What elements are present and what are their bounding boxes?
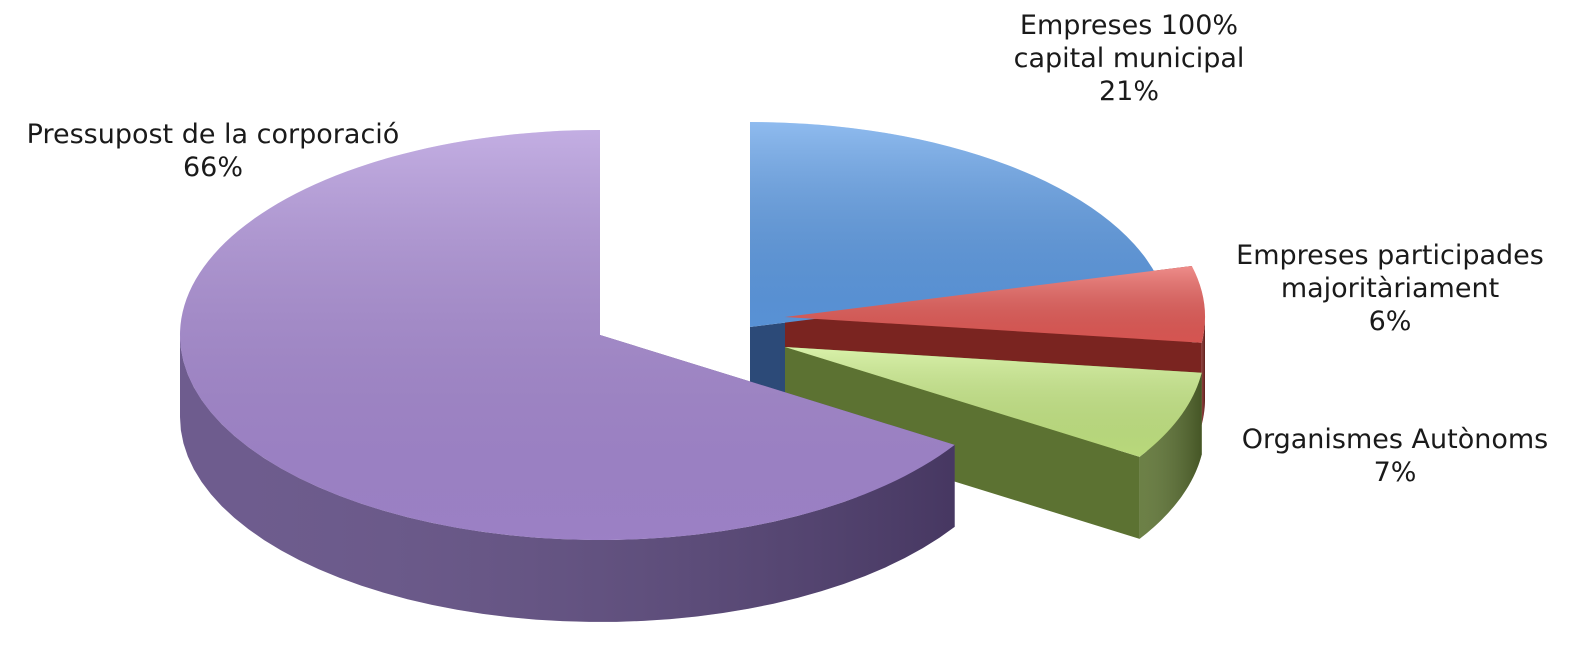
slice-label-3: Pressupost de la corporació 66% — [27, 119, 400, 183]
slice-label-1: Empreses participades majoritàriament 6% — [1236, 240, 1544, 337]
slice-category-label: Pressupost de la corporació — [27, 119, 400, 150]
slice-value-label: 66% — [183, 152, 243, 183]
slice-label-2: Organismes Autònoms 7% — [1242, 424, 1549, 488]
slice-category-label: capital municipal — [1014, 43, 1245, 74]
slice-category-label: Empreses participades — [1236, 240, 1544, 271]
slice-category-label: Empreses 100% — [1020, 10, 1238, 41]
slice-value-label: 7% — [1374, 457, 1417, 488]
pie-slice-shade-2 — [785, 347, 1202, 457]
pie-slice-wall-2-1 — [785, 347, 1140, 539]
pie-slice-shade-1 — [785, 266, 1206, 343]
slice-value-label: 21% — [1099, 76, 1159, 107]
pie-slice-rim-shade-1-0 — [1201, 317, 1205, 425]
pie-slice-rim-shade-2-0 — [1139, 372, 1202, 539]
pie-slice-shade-3 — [179, 130, 955, 540]
pie-slice-shade-0 — [750, 122, 1157, 327]
slice-label-0: Empreses 100% capital municipal 21% — [1014, 10, 1245, 107]
pie-slice-rim-shade-3-0 — [180, 335, 955, 622]
slice-category-label: majoritàriament — [1281, 273, 1499, 304]
slice-category-label: Organismes Autònoms — [1242, 424, 1549, 455]
slice-value-label: 6% — [1369, 306, 1412, 337]
